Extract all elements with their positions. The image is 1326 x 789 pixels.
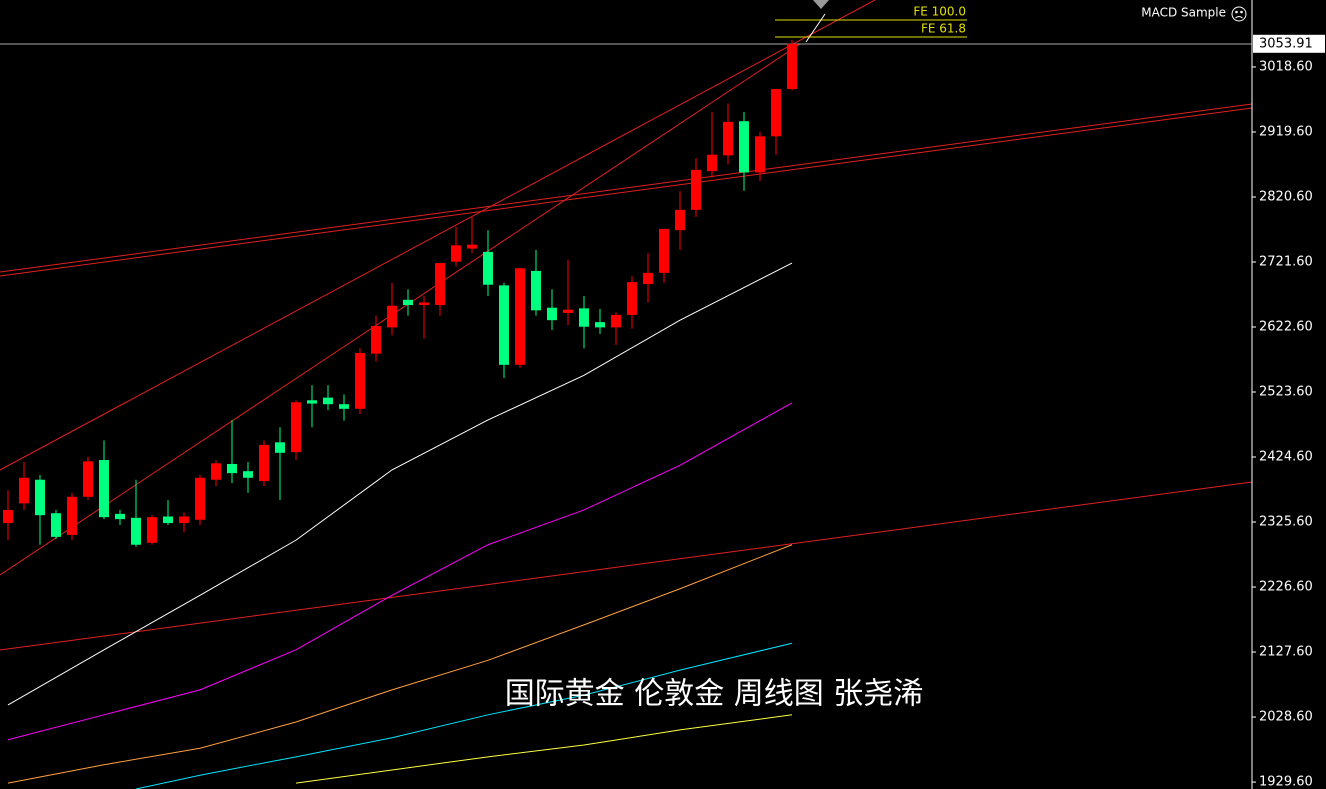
trendline	[0, 481, 1253, 651]
candle-body	[611, 314, 621, 328]
trendlines	[0, 0, 1253, 651]
candle-body	[403, 299, 413, 306]
y-tick-label: 2325.60	[1259, 515, 1313, 530]
candle-body	[787, 43, 797, 90]
candle-body	[595, 322, 605, 328]
moving-average	[7, 262, 793, 706]
candle-body	[35, 479, 45, 516]
last-price-label: 3053.91	[1259, 36, 1313, 51]
moving-average	[7, 402, 793, 741]
indicator-label: MACD Sample	[1141, 6, 1226, 20]
y-tick-label: 2424.60	[1259, 450, 1313, 465]
candle-body	[531, 270, 541, 311]
moving-average	[295, 714, 793, 784]
y-tick-label: 1929.60	[1259, 775, 1313, 789]
y-tick-label: 2523.60	[1259, 385, 1313, 400]
candle-body	[451, 245, 461, 262]
fe-label: FE 100.0	[913, 5, 966, 19]
candle-body	[115, 513, 125, 520]
y-tick-label: 2820.60	[1259, 189, 1313, 204]
candle-body	[163, 516, 173, 524]
candle-body	[387, 305, 397, 328]
candle-body	[51, 513, 61, 537]
fe-label: FE 61.8	[921, 22, 966, 36]
trendline	[0, 43, 801, 576]
candle-body	[83, 461, 93, 497]
candle-body	[547, 307, 557, 321]
y-tick-label: 2919.60	[1259, 124, 1313, 139]
candle-body	[467, 244, 477, 249]
marker	[813, 0, 829, 9]
candle-body	[195, 477, 205, 520]
trendline	[0, 0, 876, 471]
candle-body	[739, 121, 749, 173]
y-tick-label: 2721.60	[1259, 254, 1313, 269]
y-tick-label: 2226.60	[1259, 580, 1313, 595]
candle-body	[275, 442, 285, 453]
y-tick-label: 2127.60	[1259, 645, 1313, 660]
candle-body	[323, 397, 333, 405]
candle-body	[723, 121, 733, 156]
candle-body	[499, 285, 509, 365]
candle-body	[67, 496, 77, 535]
candle-body	[691, 169, 701, 210]
candle-body	[147, 517, 157, 543]
candle-body	[259, 444, 269, 482]
candle-body	[483, 251, 493, 285]
y-tick-label: 2622.60	[1259, 319, 1313, 334]
candle-body	[579, 308, 589, 327]
y-tick-label: 2028.60	[1259, 710, 1313, 725]
candle-body	[307, 400, 317, 404]
candle-body	[675, 209, 685, 231]
candle-body	[355, 353, 365, 409]
candle-body	[755, 136, 765, 173]
candle-body	[659, 228, 669, 273]
candle-body	[515, 268, 525, 365]
moving-average	[7, 544, 793, 784]
candle-body	[643, 272, 653, 285]
candle-body	[99, 460, 109, 518]
candle-body	[371, 326, 381, 354]
candle-body	[339, 404, 349, 409]
y-tick-label: 3018.60	[1259, 59, 1313, 74]
moving-average	[135, 642, 793, 789]
watermark: 国际黄金 伦敦金 周线图 张尧浠	[505, 677, 924, 712]
candle-body	[179, 516, 189, 524]
candle-body	[627, 282, 637, 315]
candle-body	[3, 509, 13, 524]
candle-body	[131, 517, 141, 545]
candle-body	[243, 471, 253, 478]
candle-body	[563, 309, 573, 313]
candle-body	[19, 477, 29, 504]
candle-body	[707, 154, 717, 172]
candle-body	[227, 463, 237, 474]
trendline	[0, 107, 1253, 277]
candle-body	[419, 302, 429, 306]
candle-body	[435, 263, 445, 306]
candle-body	[771, 89, 781, 137]
last-price-box	[1253, 34, 1325, 53]
status-icon	[1231, 6, 1247, 22]
projection-line	[805, 13, 826, 43]
trendline	[0, 103, 1253, 273]
candle-body	[211, 463, 221, 480]
candle-body	[291, 402, 301, 453]
